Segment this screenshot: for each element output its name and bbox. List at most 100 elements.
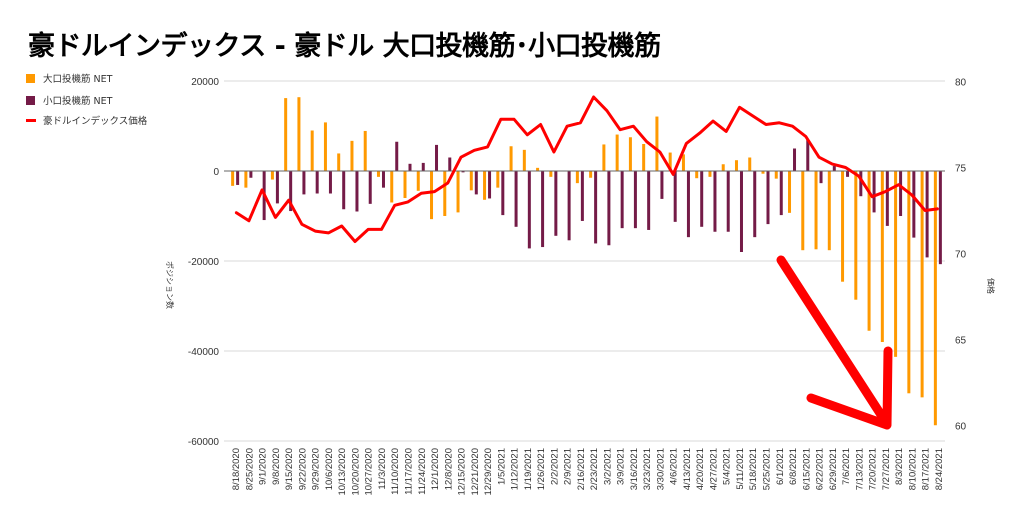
bar-large-speculators: [469, 171, 473, 191]
legend-price[interactable]: 豪ドルインデックス価格: [26, 113, 147, 127]
bar-small-speculators: [289, 171, 293, 212]
bar-large-speculators: [734, 160, 738, 171]
price-point: [486, 146, 489, 148]
x-tick-label: 8/10/2021: [907, 448, 918, 490]
x-tick-label: 5/25/2021: [762, 448, 773, 490]
down-arrow-annotation: [776, 255, 893, 430]
price-point: [871, 195, 873, 198]
bar-small-speculators: [912, 171, 916, 238]
bar-small-speculators: [713, 171, 717, 232]
bar-small-speculators: [435, 144, 439, 171]
x-tick-label: 9/15/2020: [284, 448, 295, 490]
bar-small-speculators: [925, 171, 929, 258]
bar-small-speculators: [607, 171, 611, 246]
bar-large-speculators: [270, 171, 274, 180]
bar-small-speculators: [594, 171, 598, 244]
bar-large-speculators: [589, 171, 593, 178]
bar-small-speculators: [726, 171, 730, 232]
x-tick-label: 2/2/2021: [549, 448, 560, 485]
bar-large-speculators: [628, 137, 632, 171]
bar-small-speculators: [779, 171, 783, 216]
bar-small-speculators: [739, 171, 743, 252]
bar-large-speculators: [297, 97, 301, 171]
x-tick-label: 12/15/2020: [457, 448, 468, 496]
bar-large-speculators: [244, 171, 248, 188]
x-tick-label: 10/13/2020: [337, 448, 348, 496]
x-tick-label: 8/17/2021: [921, 448, 932, 490]
bar-large-speculators: [827, 171, 831, 251]
price-point: [804, 135, 807, 138]
y2-tick-label: 75: [955, 164, 967, 175]
x-tick-label: 12/29/2020: [483, 448, 494, 496]
x-tick-label: 11/24/2020: [417, 448, 428, 495]
bar-small-speculators: [647, 171, 651, 230]
legend-label: 小口投機筋 NET: [43, 96, 113, 107]
legend-large-speculators[interactable]: 大口投機筋 NET: [26, 71, 112, 85]
x-tick-label: 2/9/2021: [563, 448, 574, 485]
bar-small-speculators: [620, 171, 624, 229]
legend-swatch-red-line: [26, 118, 36, 122]
y2-tick-label: 70: [955, 250, 967, 261]
x-tick-label: 1/5/2021: [496, 448, 507, 485]
price-point: [327, 232, 330, 234]
bar-small-speculators: [421, 162, 425, 171]
x-tick-label: 9/1/2020: [258, 448, 269, 485]
bar-large-speculators: [536, 167, 540, 171]
bar-large-speculators: [933, 171, 937, 426]
bar-large-speculators: [337, 153, 341, 171]
price-point: [778, 121, 781, 124]
x-tick-label: 9/29/2020: [311, 448, 322, 490]
price-point: [818, 156, 820, 158]
bar-small-speculators: [938, 171, 942, 265]
x-tick-label: 7/6/2021: [841, 448, 852, 485]
x-tick-label: 2/16/2021: [576, 448, 587, 490]
price-point: [526, 134, 529, 136]
bar-large-speculators: [841, 171, 845, 282]
price-point: [924, 209, 926, 212]
price-point: [645, 140, 648, 143]
price-point: [897, 183, 900, 186]
bar-small-speculators: [899, 171, 903, 216]
x-tick-label: 10/6/2020: [324, 448, 335, 490]
y-tick-label: -40000: [188, 347, 220, 358]
price-point: [234, 211, 237, 214]
bar-large-speculators: [907, 171, 911, 394]
price-point: [314, 230, 316, 232]
price-point: [513, 118, 515, 121]
bar-large-speculators: [390, 171, 394, 203]
y2-tick-label: 80: [955, 78, 967, 89]
x-tick-label: 11/10/2020: [390, 448, 401, 495]
legend-label: 大口投機筋 NET: [43, 74, 113, 85]
price-point: [765, 123, 767, 126]
price-point: [712, 120, 714, 122]
bar-small-speculators: [501, 171, 505, 216]
bar-large-speculators: [323, 122, 327, 171]
price-point: [685, 142, 688, 145]
bar-small-speculators: [700, 171, 704, 227]
price-point: [831, 163, 834, 165]
bar-small-speculators: [275, 171, 279, 204]
price-point: [539, 123, 542, 126]
bar-small-speculators: [554, 171, 558, 236]
bar-small-speculators: [541, 171, 545, 248]
bar-small-speculators: [236, 171, 240, 185]
price-point: [407, 201, 409, 203]
price-point: [393, 204, 396, 207]
bar-small-speculators: [660, 171, 664, 199]
bar-small-speculators: [633, 171, 637, 229]
bar-large-speculators: [284, 98, 288, 171]
price-point: [433, 190, 436, 193]
bar-small-speculators: [328, 171, 332, 194]
price-point: [751, 115, 754, 117]
price-point: [367, 228, 370, 231]
x-tick-label: 1/12/2021: [510, 448, 521, 490]
price-point: [659, 151, 661, 153]
price-point: [725, 130, 728, 133]
price-point: [937, 207, 940, 210]
legend-small-speculators[interactable]: 小口投機筋 NET: [26, 93, 112, 107]
bar-small-speculators: [514, 171, 518, 227]
bar-small-speculators: [580, 171, 584, 221]
bar-large-speculators: [920, 171, 924, 398]
price-point: [566, 125, 568, 128]
